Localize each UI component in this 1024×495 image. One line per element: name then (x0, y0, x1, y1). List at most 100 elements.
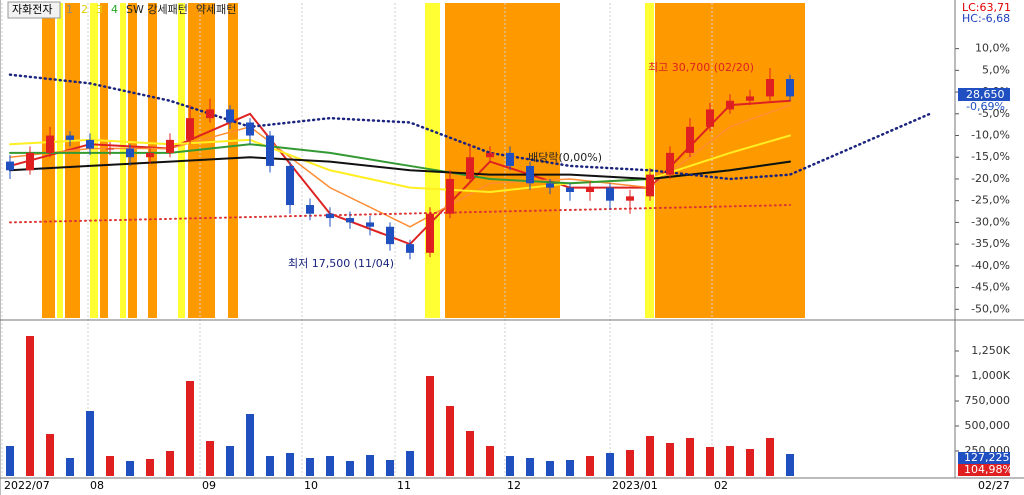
candle-body (786, 79, 794, 97)
x-tick-label: 11 (397, 479, 411, 492)
x-tick-label: 2022/07 (4, 479, 50, 492)
volume-bar (646, 436, 654, 476)
info-label: HC:-6,68 (962, 12, 1010, 25)
signal-band (425, 3, 440, 318)
candle-body (346, 218, 354, 223)
volume-bar (306, 458, 314, 476)
volume-bar (526, 458, 534, 476)
moving-average-line (9, 104, 791, 228)
y-tick-label: 10,0% (975, 42, 1010, 55)
last-price: 28,650 (966, 88, 1005, 101)
volume-bar (246, 414, 254, 476)
candle-body (566, 187, 574, 192)
candle-body (126, 148, 134, 158)
volume-bar (346, 461, 354, 476)
volume-bar (586, 456, 594, 476)
y-tick-label: 500,000 (965, 419, 1011, 432)
volume-bar (486, 446, 494, 476)
volume-bar (666, 443, 674, 476)
candle-body (686, 126, 694, 153)
x-tick-label: 12 (507, 479, 521, 492)
candle-body (366, 222, 374, 227)
y-tick-label: -5,0% (978, 107, 1010, 120)
y-tick-label: 5,0% (982, 63, 1010, 76)
candle-body (406, 244, 414, 253)
annotation: 배당락(0,00%) (528, 151, 602, 164)
candle-body (26, 152, 34, 171)
y-tick-label: -15,0% (971, 150, 1010, 163)
candle-body (66, 135, 74, 140)
annotation: 최저 17,500 (11/04) (288, 257, 394, 270)
signal-band (128, 3, 137, 318)
volume-bar (6, 446, 14, 476)
candle-body (6, 161, 14, 171)
candle-body (186, 118, 194, 140)
volume-bar (206, 441, 214, 476)
volume-bar (406, 451, 414, 476)
candle-body (606, 187, 614, 201)
volume-bar (786, 454, 794, 476)
candle-body (466, 157, 474, 179)
annotation: 최고 30,700 (02/20) (648, 61, 754, 74)
candle-body (446, 178, 454, 214)
price-box (958, 88, 1010, 101)
candle-body (546, 183, 554, 188)
candle-body (386, 226, 394, 245)
candle-body (326, 213, 334, 219)
moving-average-line (9, 156, 791, 180)
moving-average-line (9, 204, 791, 224)
candle-body (646, 174, 654, 197)
volume-bar (466, 431, 474, 476)
volume-bar (506, 456, 514, 476)
volume-bar (366, 455, 374, 476)
volume-bar (166, 451, 174, 476)
candle-body (46, 135, 54, 153)
volume-bar (446, 406, 454, 476)
candle-body (526, 165, 534, 184)
volume-bar (86, 411, 94, 476)
end-date: 02/27 (978, 479, 1010, 492)
legend-entry: SW 강세패턴 (126, 3, 188, 16)
x-tick-label: 2023/01 (612, 479, 658, 492)
volume-bar (226, 446, 234, 476)
y-tick-label: -45,0% (971, 281, 1010, 294)
volume-bar (746, 449, 754, 476)
candle-body (626, 196, 634, 201)
volume-bar (66, 458, 74, 476)
volume-bar (46, 434, 54, 476)
signal-band (148, 3, 157, 318)
y-tick-label: -30,0% (971, 215, 1010, 228)
candle-body (586, 187, 594, 192)
volume-bar (26, 336, 34, 476)
signal-band (120, 3, 126, 318)
volume-bar (326, 456, 334, 476)
candle-body (106, 148, 114, 150)
signal-band (100, 3, 108, 318)
x-tick-label: 10 (304, 479, 318, 492)
legend-entry: 4 (111, 3, 118, 16)
candle-body (166, 139, 174, 153)
title-box (7, 1, 61, 19)
x-tick-label: 08 (90, 479, 104, 492)
chart-title: 자화전자 (12, 3, 52, 16)
candle-body (286, 165, 294, 206)
candle-body (746, 96, 754, 101)
signal-band (228, 3, 238, 318)
volume-bar (686, 438, 694, 476)
candle-body (226, 109, 234, 123)
volume-bar (186, 381, 194, 476)
candle-body (266, 135, 274, 166)
last-volume: 127,225 (964, 451, 1010, 464)
candle-body (706, 109, 714, 127)
volume-bar (426, 376, 434, 476)
legend-entry: 약세패턴 (196, 2, 236, 16)
candle-body (726, 100, 734, 110)
y-tick-label: 1,250K (971, 344, 1010, 357)
last-ratio: 104,98% (964, 463, 1013, 476)
candle-body (206, 109, 214, 119)
signal-band (90, 3, 98, 318)
volume-bar (126, 461, 134, 476)
volume-bar (726, 446, 734, 476)
legend-entry: 2 (81, 3, 88, 16)
